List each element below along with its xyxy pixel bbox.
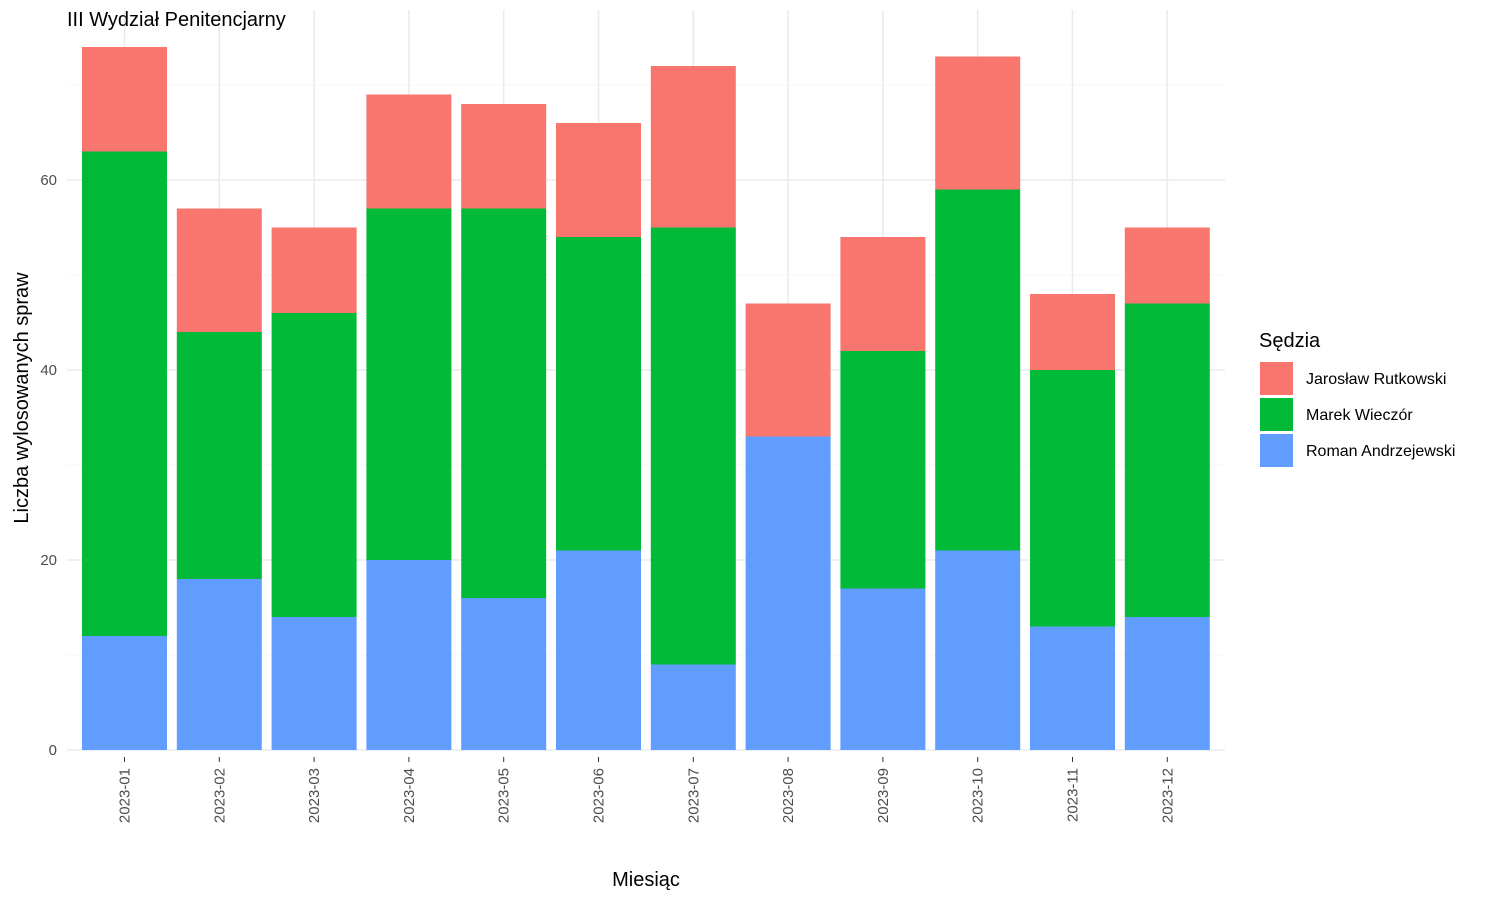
x-tick-label: 2023-04 bbox=[401, 768, 418, 823]
bar-segment bbox=[366, 560, 452, 750]
bar-segment bbox=[271, 227, 357, 313]
legend-swatch bbox=[1260, 434, 1293, 467]
bar-segment bbox=[366, 94, 452, 209]
x-axis-title: Miesiąc bbox=[612, 869, 680, 891]
bar-segment bbox=[1124, 227, 1210, 304]
bar-segment bbox=[176, 332, 262, 579]
x-axis-ticks: 2023-01 2023-02 2023-03 2023-04 2023-05 2023-… bbox=[117, 757, 1176, 823]
bar-segment bbox=[650, 227, 736, 665]
x-tick-label: 2023-02 bbox=[211, 768, 228, 823]
y-tick-label: 60 bbox=[40, 172, 57, 189]
bar-segment bbox=[840, 351, 926, 589]
x-tick-label: 2023-03 bbox=[306, 768, 323, 823]
x-tick-label: 2023-01 bbox=[117, 768, 134, 823]
bar-segment bbox=[1030, 626, 1115, 750]
y-axis-ticks: 0 20 40 60 bbox=[40, 172, 57, 759]
bar-segment bbox=[556, 123, 641, 237]
bar-segment bbox=[366, 208, 452, 560]
legend-label: Roman Andrzejewski bbox=[1306, 443, 1455, 460]
bar-segment bbox=[82, 47, 167, 152]
x-tick-label: 2023-07 bbox=[685, 768, 702, 823]
bar-segment bbox=[271, 313, 357, 617]
x-tick-label: 2023-09 bbox=[875, 768, 892, 823]
bar-segment bbox=[935, 56, 1021, 190]
bar-segment bbox=[271, 617, 357, 750]
chart-title: III Wydział Penitencjarny bbox=[67, 9, 286, 31]
y-tick-label: 20 bbox=[40, 552, 57, 569]
bar-segment bbox=[840, 588, 926, 750]
legend-label: Jarosław Rutkowski bbox=[1306, 371, 1446, 388]
bar-segment bbox=[935, 550, 1021, 750]
bar-segment bbox=[650, 66, 736, 228]
bar-segment bbox=[1030, 294, 1115, 370]
legend-label: Marek Wieczór bbox=[1306, 407, 1413, 424]
legend: Sędzia Jarosław Rutkowski Marek Wieczór Ro… bbox=[1259, 330, 1455, 467]
bar-segment bbox=[840, 237, 926, 351]
legend-title: Sędzia bbox=[1259, 330, 1321, 352]
bar-segment bbox=[1124, 617, 1210, 750]
bar-segment bbox=[556, 237, 641, 551]
bars bbox=[82, 47, 1210, 750]
bar-segment bbox=[935, 189, 1021, 551]
bar-segment bbox=[650, 664, 736, 750]
bar-segment bbox=[82, 636, 167, 750]
x-tick-label: 2023-10 bbox=[970, 768, 987, 823]
y-tick-label: 40 bbox=[40, 362, 57, 379]
bar-segment bbox=[82, 151, 167, 636]
x-tick-label: 2023-12 bbox=[1159, 768, 1176, 823]
bar-segment bbox=[461, 208, 547, 598]
x-tick-label: 2023-06 bbox=[591, 768, 608, 823]
bar-segment bbox=[556, 550, 641, 750]
bar-segment bbox=[176, 208, 262, 332]
bar-segment bbox=[461, 104, 547, 209]
x-tick-label: 2023-11 bbox=[1065, 768, 1082, 822]
bar-segment bbox=[461, 598, 547, 750]
x-tick-label: 2023-05 bbox=[496, 768, 513, 823]
bar-segment bbox=[1030, 370, 1115, 627]
bar-segment bbox=[745, 303, 831, 437]
bar-segment bbox=[1124, 303, 1210, 617]
bar-segment bbox=[176, 579, 262, 750]
legend-swatch bbox=[1260, 398, 1293, 431]
y-axis-title: Liczba wylosowanych spraw bbox=[11, 272, 33, 524]
y-tick-label: 0 bbox=[49, 742, 57, 759]
bar-segment bbox=[745, 436, 831, 750]
x-tick-label: 2023-08 bbox=[780, 768, 797, 823]
legend-swatch bbox=[1260, 362, 1293, 395]
